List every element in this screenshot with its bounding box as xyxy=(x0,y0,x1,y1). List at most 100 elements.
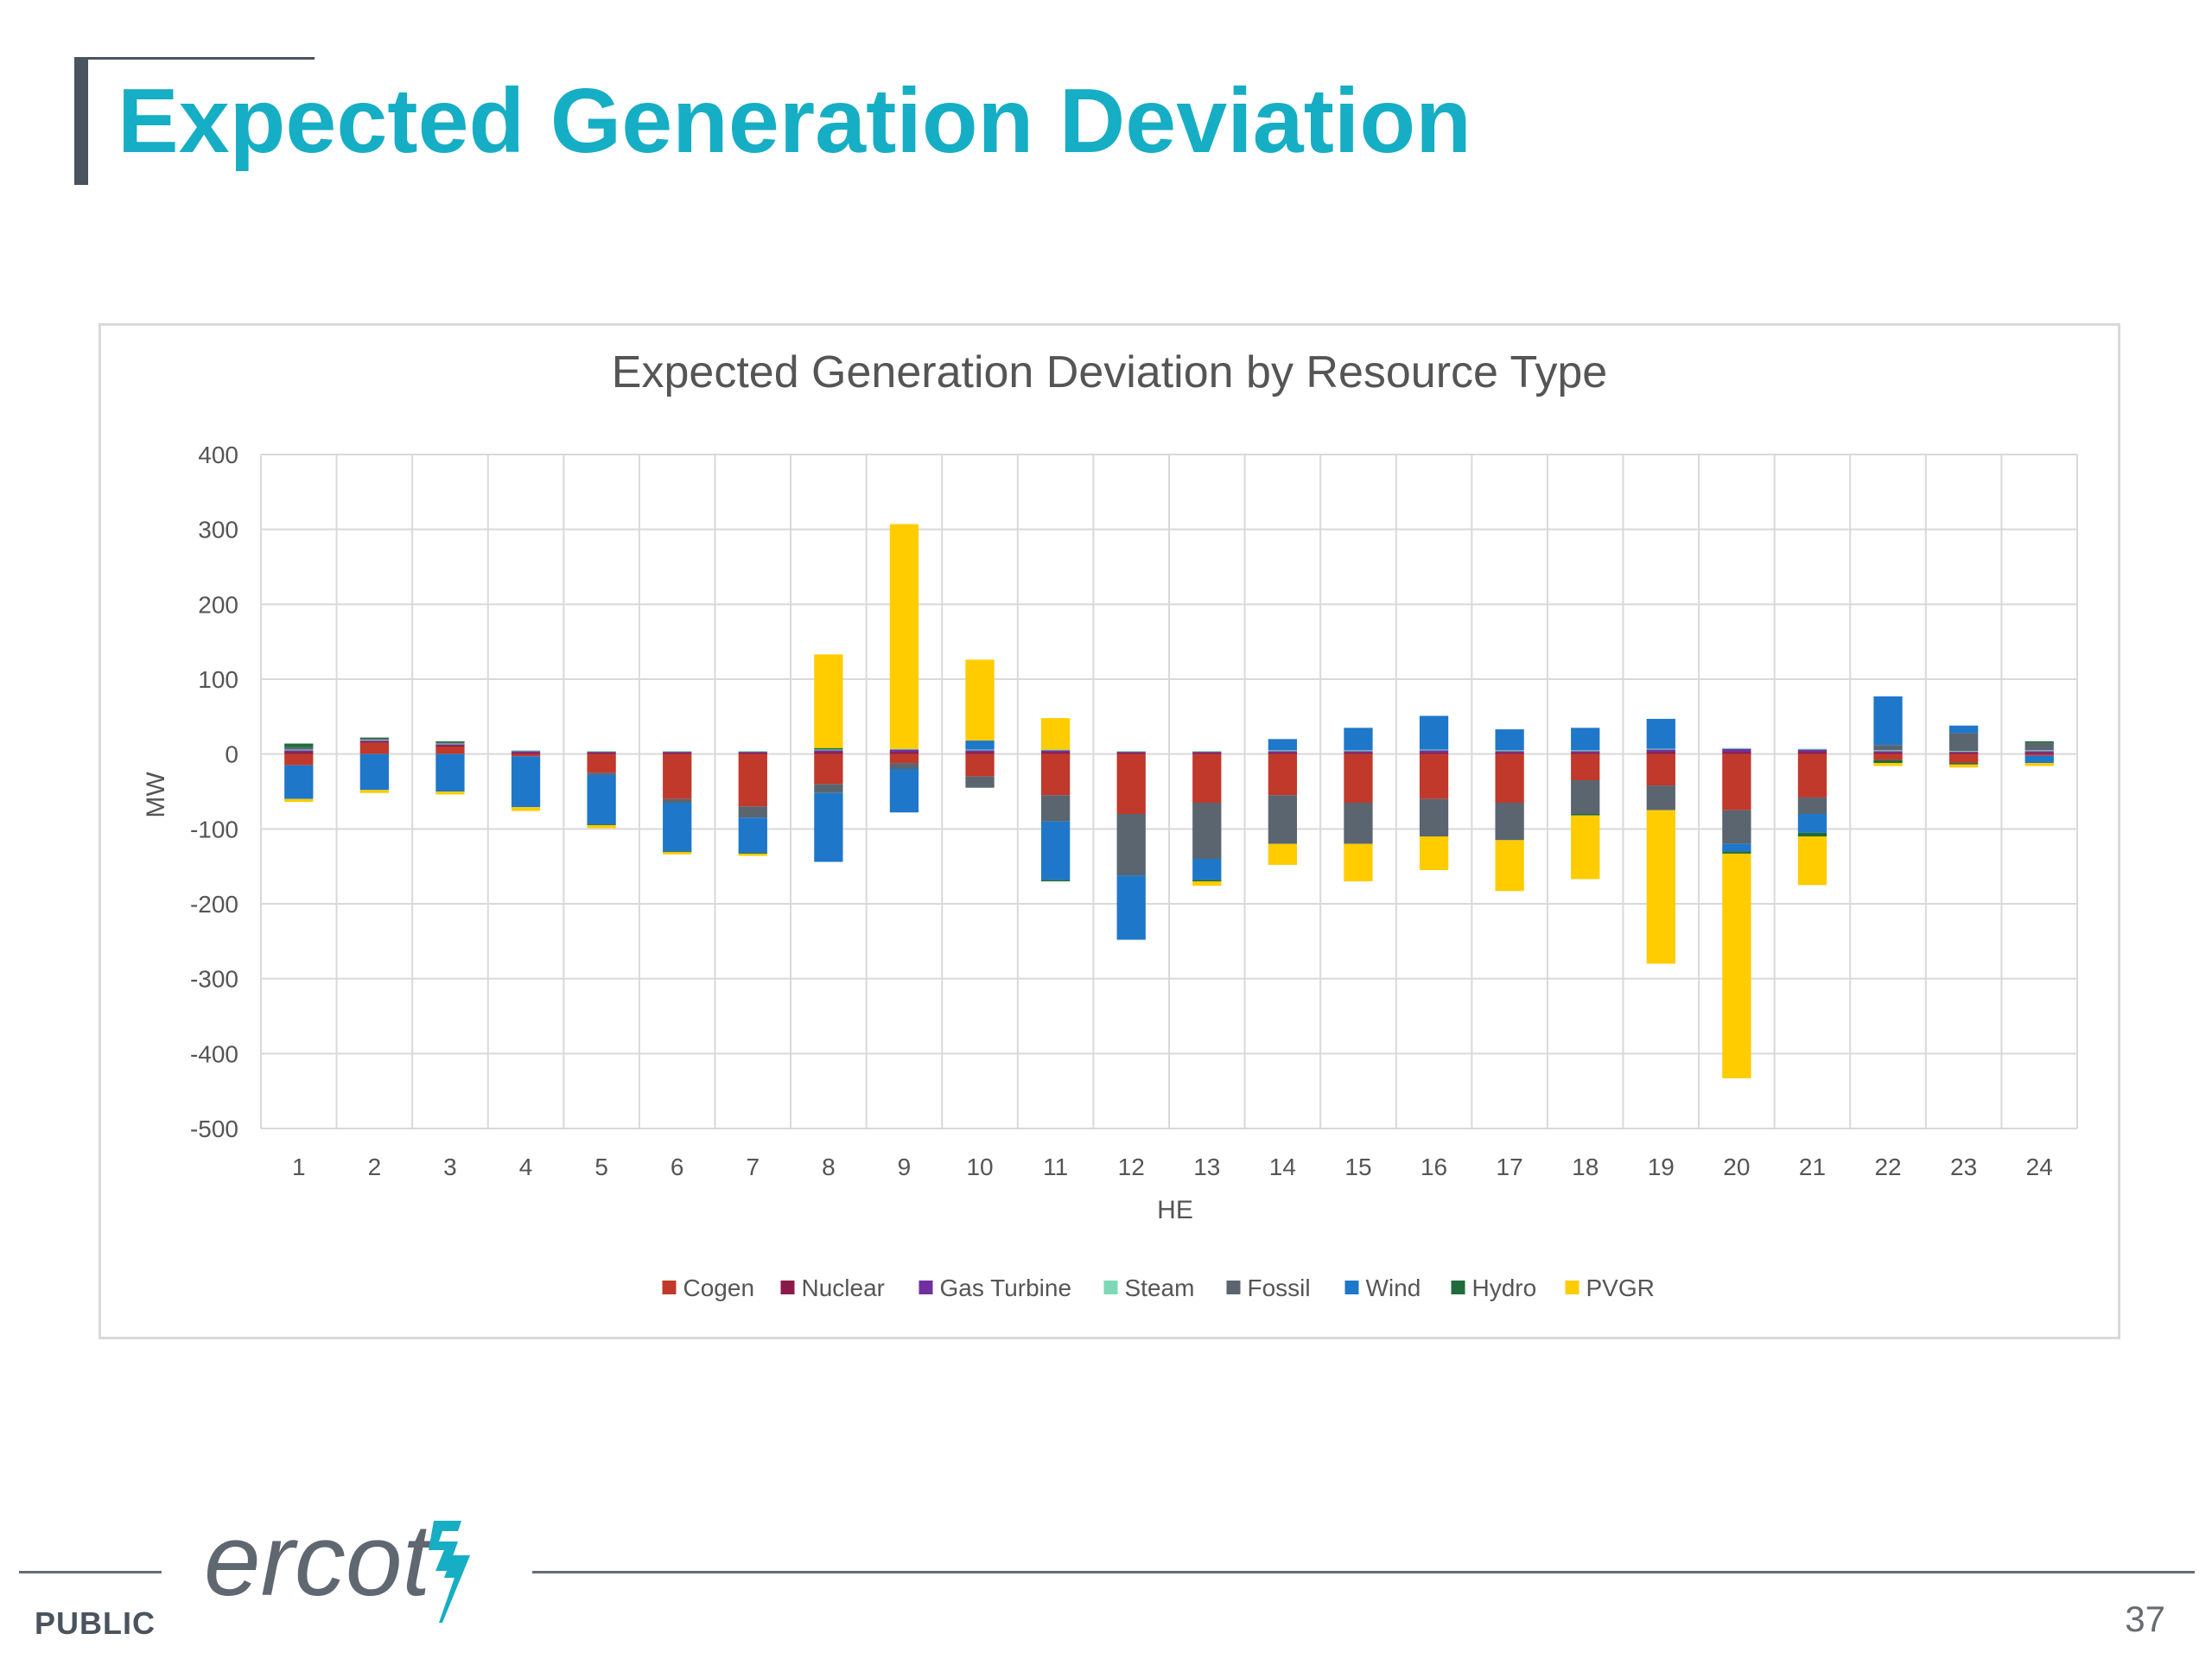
bar-segment xyxy=(1268,795,1298,844)
bar-segment xyxy=(284,798,314,803)
y-tick-label: -500 xyxy=(190,1116,238,1142)
bar-segment xyxy=(587,825,616,829)
bar-segment xyxy=(1797,749,1827,753)
bar-segment xyxy=(738,752,767,753)
legend-label: Hydro xyxy=(1472,1274,1537,1301)
x-tick-label: 16 xyxy=(1421,1154,1447,1180)
bar-segment xyxy=(435,741,465,744)
x-tick-label: 14 xyxy=(1269,1154,1296,1180)
bar-segment xyxy=(1646,785,1675,810)
bar-segment xyxy=(435,743,465,745)
bar-segment xyxy=(284,753,314,766)
bar-segment xyxy=(359,738,390,741)
bar-segment xyxy=(284,752,314,754)
bar-segment xyxy=(435,791,465,795)
bar-segment xyxy=(435,753,465,791)
bar-segment xyxy=(284,750,314,753)
bar-segment xyxy=(663,803,692,852)
bar-segment xyxy=(435,747,465,754)
bar-segment xyxy=(1192,751,1222,753)
bar-segment xyxy=(1116,753,1146,814)
bar-segment xyxy=(1873,750,1903,752)
bar-segment xyxy=(965,749,995,751)
bar-segment xyxy=(359,753,390,791)
bar-segment xyxy=(1571,780,1600,814)
bar-segment xyxy=(359,740,390,741)
legend-swatch xyxy=(1344,1281,1359,1294)
bar-segment xyxy=(1040,795,1071,822)
bar-segment xyxy=(1646,748,1675,750)
bar-segment xyxy=(1419,752,1449,754)
legend-swatch xyxy=(1451,1281,1465,1294)
bar-segment xyxy=(889,769,919,813)
y-tick-label: -300 xyxy=(190,966,238,993)
bar-segment xyxy=(359,737,390,739)
x-tick-label: 20 xyxy=(1723,1154,1750,1180)
x-tick-label: 19 xyxy=(1648,1154,1675,1180)
bar-segment xyxy=(1192,859,1222,880)
bar-segment xyxy=(889,752,919,754)
bar-segment xyxy=(1040,752,1071,754)
grid xyxy=(260,454,2078,1129)
bar-segment xyxy=(1040,880,1071,881)
x-tick-label: 11 xyxy=(1043,1154,1068,1180)
bar-segment xyxy=(1268,752,1298,754)
bar-segment xyxy=(814,752,843,754)
chart-title: Expected Generation Deviation by Resourc… xyxy=(612,347,1607,397)
bar-segment xyxy=(889,753,919,764)
bar-segment xyxy=(814,654,843,748)
bar-segment xyxy=(511,751,541,753)
bar-segment xyxy=(1646,753,1675,786)
bar-segment xyxy=(1873,752,1903,754)
bar-segment xyxy=(511,752,541,754)
legend-label: Nuclear xyxy=(802,1274,885,1301)
bar-segment xyxy=(1040,821,1071,880)
legend: Cogen Nuclear Gas Turbine Steam Fossil Wind Hy… xyxy=(662,1274,1655,1301)
bar-segment xyxy=(1571,750,1600,752)
bar-segment xyxy=(511,807,541,811)
x-tick-label: 6 xyxy=(671,1154,684,1180)
bar-segment xyxy=(663,798,692,803)
bar-segment xyxy=(1495,803,1524,841)
bar-segment xyxy=(1268,753,1298,796)
bar-segment xyxy=(1192,880,1222,881)
bar-segment xyxy=(284,747,314,750)
bar-segment xyxy=(814,749,843,751)
bar-segment xyxy=(1571,814,1600,816)
bar-segment xyxy=(284,765,314,799)
legend-swatch xyxy=(918,1281,933,1294)
bar-segment xyxy=(1948,725,1979,734)
bar-segment xyxy=(814,747,843,750)
bar-segment xyxy=(359,742,390,754)
bar-segment xyxy=(889,749,919,753)
bar-segment xyxy=(965,752,995,754)
bar-segment xyxy=(814,792,843,862)
y-tick-label: -200 xyxy=(190,891,238,918)
bar-segment xyxy=(889,763,919,769)
logo-wordmark: ercot xyxy=(204,1512,435,1618)
bar-segment xyxy=(1948,763,1979,765)
bar-segment xyxy=(1722,747,1751,749)
y-tick-label: 200 xyxy=(198,591,238,618)
bar-segment xyxy=(511,753,541,757)
footer-classification: PUBLIC xyxy=(35,1605,156,1641)
bar-segment xyxy=(1419,836,1449,870)
bar-segment xyxy=(587,772,616,775)
bar-segment xyxy=(1722,853,1751,1078)
y-tick-label: 400 xyxy=(198,442,238,468)
bar-segment xyxy=(1419,715,1449,750)
bar-segment xyxy=(1948,751,1979,753)
x-tick-label: 15 xyxy=(1344,1154,1371,1180)
y-tick-label: 0 xyxy=(225,741,238,768)
x-tick-label: 21 xyxy=(1799,1154,1826,1180)
bar-segment xyxy=(1646,752,1675,754)
title-accent-rule xyxy=(74,57,315,60)
bar-segment xyxy=(587,774,616,825)
bar-segment xyxy=(359,741,390,743)
bar-segment xyxy=(889,748,919,750)
bar-segment xyxy=(1344,843,1373,881)
bar-segment xyxy=(587,752,616,754)
bar-segment xyxy=(1948,764,1979,768)
bar-segment xyxy=(1116,814,1146,876)
bar-segment xyxy=(1419,798,1449,836)
